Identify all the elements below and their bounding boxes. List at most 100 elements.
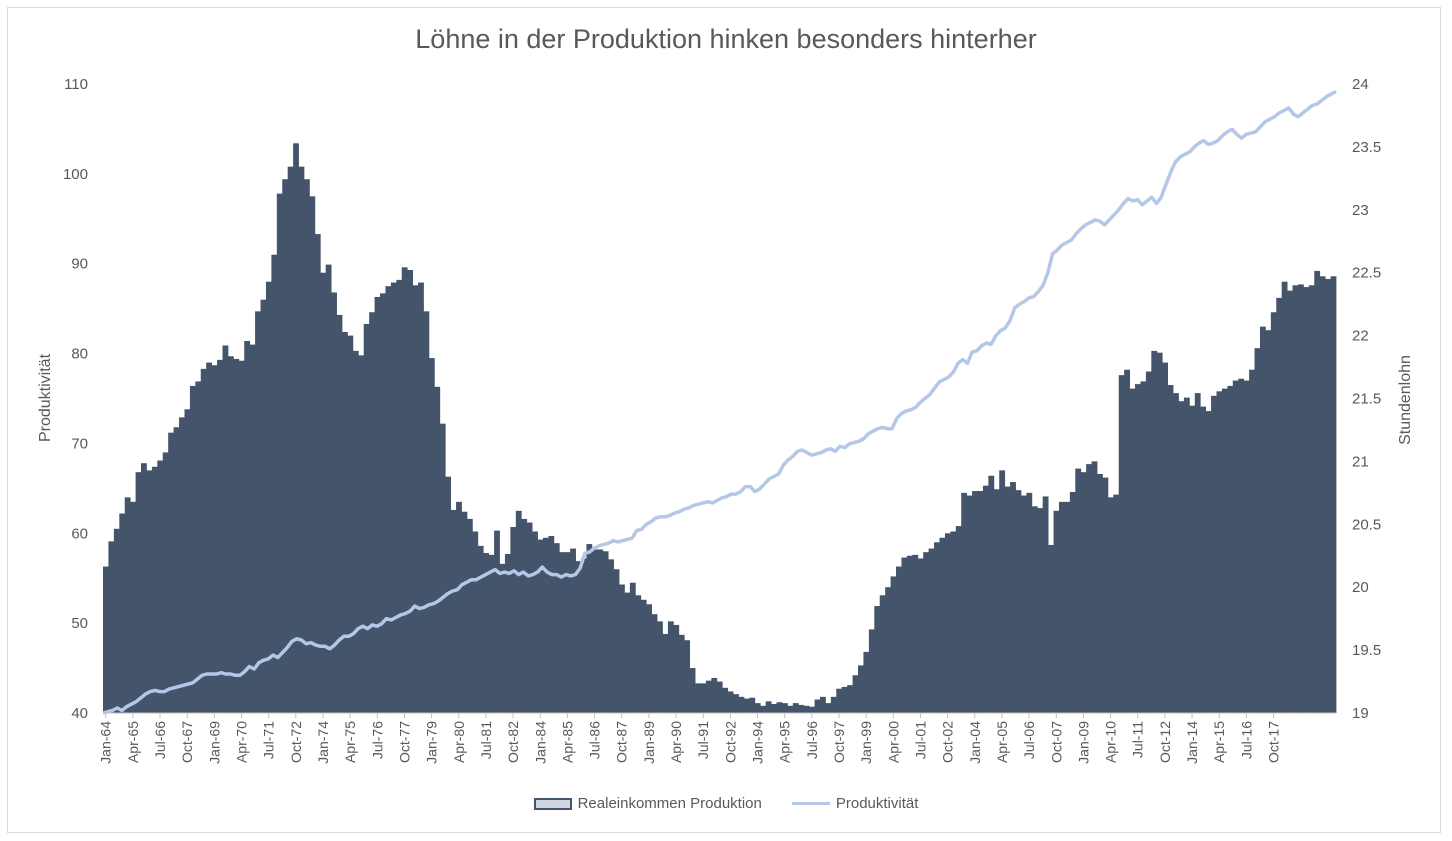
bar [130,501,136,713]
x-tick-label: Apr-85 [559,721,575,763]
bar [103,566,109,713]
bar [836,688,843,713]
x-tick-label: Oct-12 [1157,721,1173,763]
bar [374,296,381,713]
bar [711,677,718,713]
y-tick-right: 20.5 [1352,516,1381,533]
bar [1048,544,1054,713]
bar [1194,393,1201,713]
bar [771,704,777,713]
bar [977,491,984,713]
bar [765,701,772,713]
bar [819,696,826,713]
bar [1167,385,1174,713]
y-tick-left: 70 [71,435,88,452]
y-tick-right: 22 [1352,328,1369,345]
bar [1287,290,1293,713]
bar [1004,486,1011,713]
bar [320,272,327,713]
bar [271,254,278,714]
bar [298,166,305,714]
x-tick-label: Jul-71 [261,721,277,759]
bar [450,509,457,713]
x-tick-label: Jan-09 [1075,721,1091,764]
bar [113,528,120,713]
bar [1330,276,1337,713]
bar [325,264,332,713]
bar [119,513,126,713]
bar [1270,312,1277,713]
x-tick-label: Jan-79 [424,721,440,764]
bar [760,705,767,713]
x-tick-label: Apr-80 [451,721,467,763]
bar [814,699,821,713]
bar [494,530,500,713]
bar [1015,490,1022,713]
bar [950,531,957,713]
bar [347,335,354,713]
bar [483,553,490,713]
x-tick-label: Oct-97 [831,721,847,763]
bar [303,179,310,713]
x-tick-label: Jul-16 [1238,721,1254,759]
bar [1173,393,1179,713]
bar [385,286,392,713]
line-series-produktivitaet [102,89,1337,715]
bar [700,683,707,713]
bar [499,563,506,713]
x-tick-label: Apr-15 [1211,721,1227,763]
bar [537,539,544,713]
bar [1265,330,1272,713]
x-tick-label: Jul-96 [804,721,820,759]
bar [972,491,978,713]
x-tick-label: Apr-00 [885,721,901,763]
bar [260,299,267,713]
y-tick-left: 40 [71,705,88,722]
bar [1303,287,1310,713]
bar [1292,285,1299,713]
bar [999,470,1006,713]
bar [1297,284,1304,713]
bar [521,518,528,713]
bar [912,554,919,713]
bar [841,686,848,713]
x-tick-label: Jul-91 [695,721,711,759]
bar [1325,278,1331,713]
x-tick-label: Jan-99 [858,721,874,764]
bar [982,485,989,713]
bar [1156,352,1163,713]
legend-label-line: Produktivität [835,795,919,812]
bar [792,703,799,713]
bar [1254,348,1261,713]
chart-title: Löhne in der Produktion hinken besonders… [415,24,1037,54]
x-tick-label: Jul-76 [369,721,385,759]
bar [456,501,462,713]
bar [879,595,886,713]
bar [1042,496,1049,713]
x-tick-label: Oct-07 [1048,721,1064,763]
bar [651,614,658,713]
bar [1031,506,1038,713]
bar [1113,494,1120,713]
y-tick-left: 80 [71,346,88,363]
bar [1178,401,1185,713]
x-tick-label: Oct-87 [614,721,630,763]
bar [363,323,370,713]
y-tick-left: 110 [64,76,88,93]
bar [515,510,522,713]
bar [1221,388,1228,713]
bar [1080,472,1087,713]
bar [1227,385,1234,713]
x-tick-label: Jan-14 [1184,721,1200,764]
bar [966,495,973,713]
bar [619,584,625,713]
bar [1308,285,1315,713]
bar [635,595,642,713]
bar [776,702,783,713]
x-tick-label: Jul-66 [152,721,168,759]
bar [1069,491,1076,713]
x-tick-label: Apr-70 [234,721,250,763]
bar [352,350,359,713]
y-tick-right: 22.5 [1352,265,1381,282]
bar [809,706,815,713]
